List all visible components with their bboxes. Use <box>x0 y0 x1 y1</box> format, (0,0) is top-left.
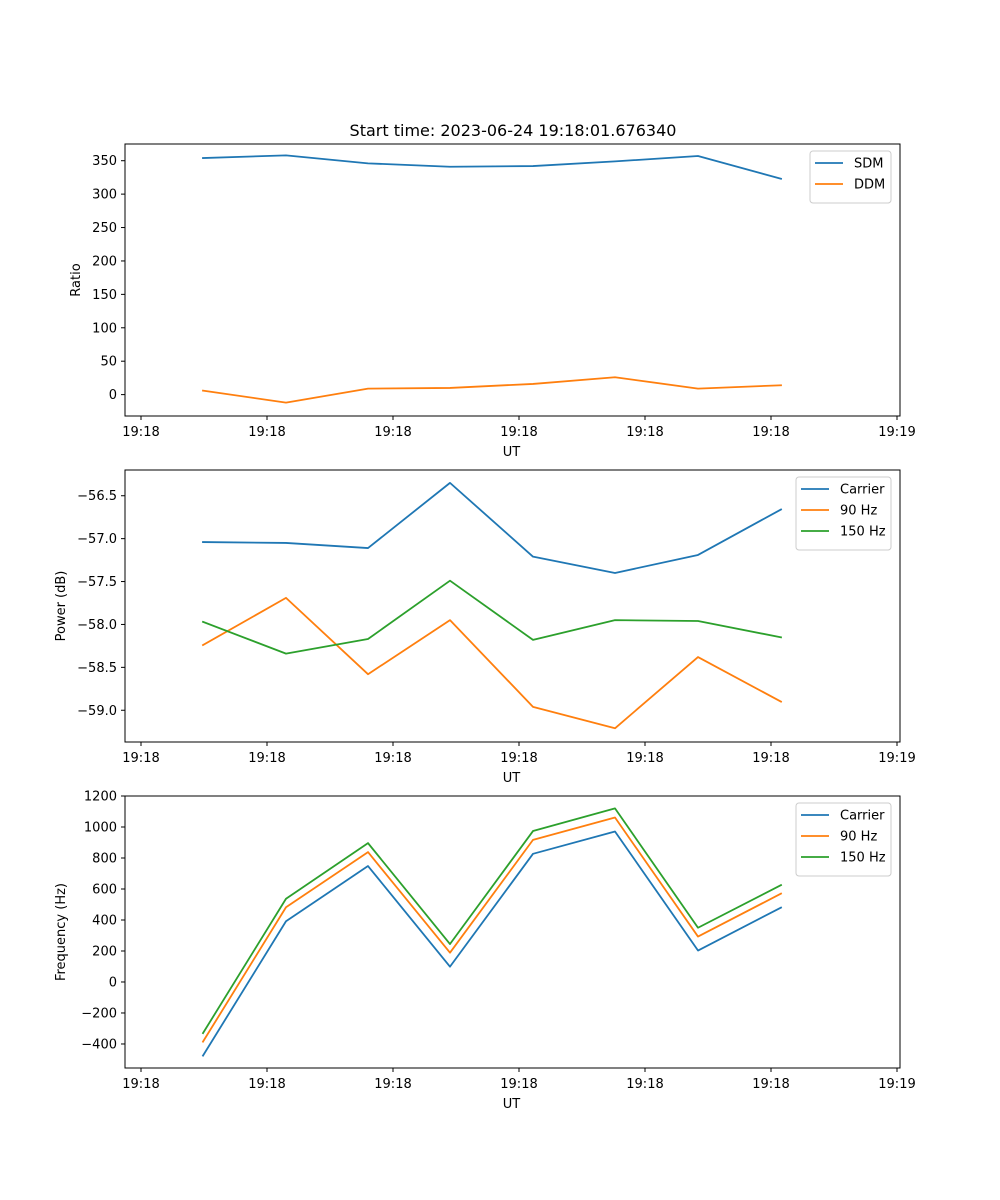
x-tick-label: 19:18 <box>626 751 663 766</box>
x-tick-label: 19:18 <box>500 751 537 766</box>
x-tick-label: 19:18 <box>752 751 789 766</box>
panel-3: −400 −200 0 200 400 600 800 1000 1200 19:18 19:18 1… <box>54 790 916 1113</box>
x-tick-label: 19:18 <box>374 425 411 440</box>
x-axis-label: UT <box>503 445 521 460</box>
legend: Carrier 90 Hz 150 Hz <box>795 802 892 877</box>
panel-2: −56.5 −57.0 −57.5 −58.0 −58.5 −59.0 19:18 19:18… <box>54 469 916 786</box>
legend-label: Carrier <box>840 483 885 498</box>
panels: 0 50 100 150 200 250 300 350 19:18 19:18 19:18 19:1… <box>54 143 916 1113</box>
x-tick-label: 19:18 <box>248 1077 285 1092</box>
series-line-150-hz <box>201 579 783 655</box>
x-tick-label: 19:18 <box>752 425 789 440</box>
y-tick-label: 100 <box>92 321 117 336</box>
y-tick-label: 250 <box>92 221 117 236</box>
axes-frame <box>124 469 901 743</box>
y-axis-label: Ratio <box>69 263 84 296</box>
y-tick-label: 200 <box>92 254 117 269</box>
y-tick-label: 150 <box>92 288 117 303</box>
x-tick-label: 19:18 <box>374 1077 411 1092</box>
x-tick-label: 19:18 <box>752 1077 789 1092</box>
x-tick-label: 19:19 <box>878 425 915 440</box>
x-tick-label: 19:18 <box>500 1077 537 1092</box>
legend-label: SDM <box>854 157 883 172</box>
y-axis-label: Power (dB) <box>54 571 69 642</box>
legend: SDM DDM <box>809 150 892 204</box>
y-tick-label: 800 <box>92 851 117 866</box>
x-tick-label: 19:18 <box>626 1077 663 1092</box>
series-line-carrier <box>202 481 783 574</box>
series-line-150-hz <box>201 807 783 1035</box>
legend: Carrier 90 Hz 150 Hz <box>795 476 892 551</box>
figure-title: Start time: 2023-06-24 19:18:01.676340 <box>350 121 677 140</box>
y-tick-label: −57.5 <box>77 575 117 590</box>
series-line-sdm <box>202 154 783 180</box>
panel-1: 0 50 100 150 200 250 300 350 19:18 19:18 19:18 19:1… <box>69 143 916 460</box>
x-axis-label: UT <box>503 771 521 786</box>
x-tick-label: 19:18 <box>374 751 411 766</box>
y-tick-label: 50 <box>100 355 117 370</box>
x-tick-label: 19:18 <box>500 425 537 440</box>
y-tick-label: −56.5 <box>77 489 117 504</box>
legend-label: 150 Hz <box>840 525 886 540</box>
y-tick-label: −57.0 <box>77 532 117 547</box>
y-axis-label: Frequency (Hz) <box>54 883 69 981</box>
y-tick-label: 0 <box>109 975 117 990</box>
y-tick-label: 0 <box>109 388 117 403</box>
series-line-ddm <box>201 376 782 404</box>
y-tick-label: 400 <box>92 913 117 928</box>
x-tick-label: 19:18 <box>248 751 285 766</box>
x-tick-label: 19:19 <box>878 751 915 766</box>
x-tick-label: 19:18 <box>122 1077 159 1092</box>
y-tick-label: −58.0 <box>77 618 117 633</box>
y-tick-label: 1200 <box>84 790 117 805</box>
x-tick-label: 19:18 <box>122 751 159 766</box>
legend-label: Carrier <box>840 809 885 824</box>
legend-label: 90 Hz <box>840 504 877 519</box>
axes-frame <box>124 795 901 1069</box>
y-tick-label: −59.0 <box>77 704 117 719</box>
y-tick-label: 350 <box>92 154 117 169</box>
y-tick-label: −58.5 <box>77 661 117 676</box>
y-tick-label: 600 <box>92 882 117 897</box>
series-line-90-hz <box>201 596 783 730</box>
y-tick-label: −200 <box>81 1006 117 1021</box>
x-tick-label: 19:18 <box>626 425 663 440</box>
y-tick-label: 1000 <box>84 820 117 835</box>
y-tick-label: −400 <box>81 1037 117 1052</box>
series-line-90-hz <box>201 816 783 1043</box>
x-tick-label: 19:18 <box>248 425 285 440</box>
legend-box <box>809 150 892 204</box>
legend-label: 90 Hz <box>840 830 877 845</box>
legend-label: DDM <box>854 178 885 193</box>
x-tick-label: 19:19 <box>878 1077 915 1092</box>
y-tick-label: 300 <box>92 188 117 203</box>
x-axis-label: UT <box>503 1097 521 1112</box>
x-tick-label: 19:18 <box>122 425 159 440</box>
axes-frame <box>124 143 901 417</box>
y-tick-label: 200 <box>92 944 117 959</box>
series-line-carrier <box>201 830 783 1057</box>
legend-label: 150 Hz <box>840 851 886 866</box>
